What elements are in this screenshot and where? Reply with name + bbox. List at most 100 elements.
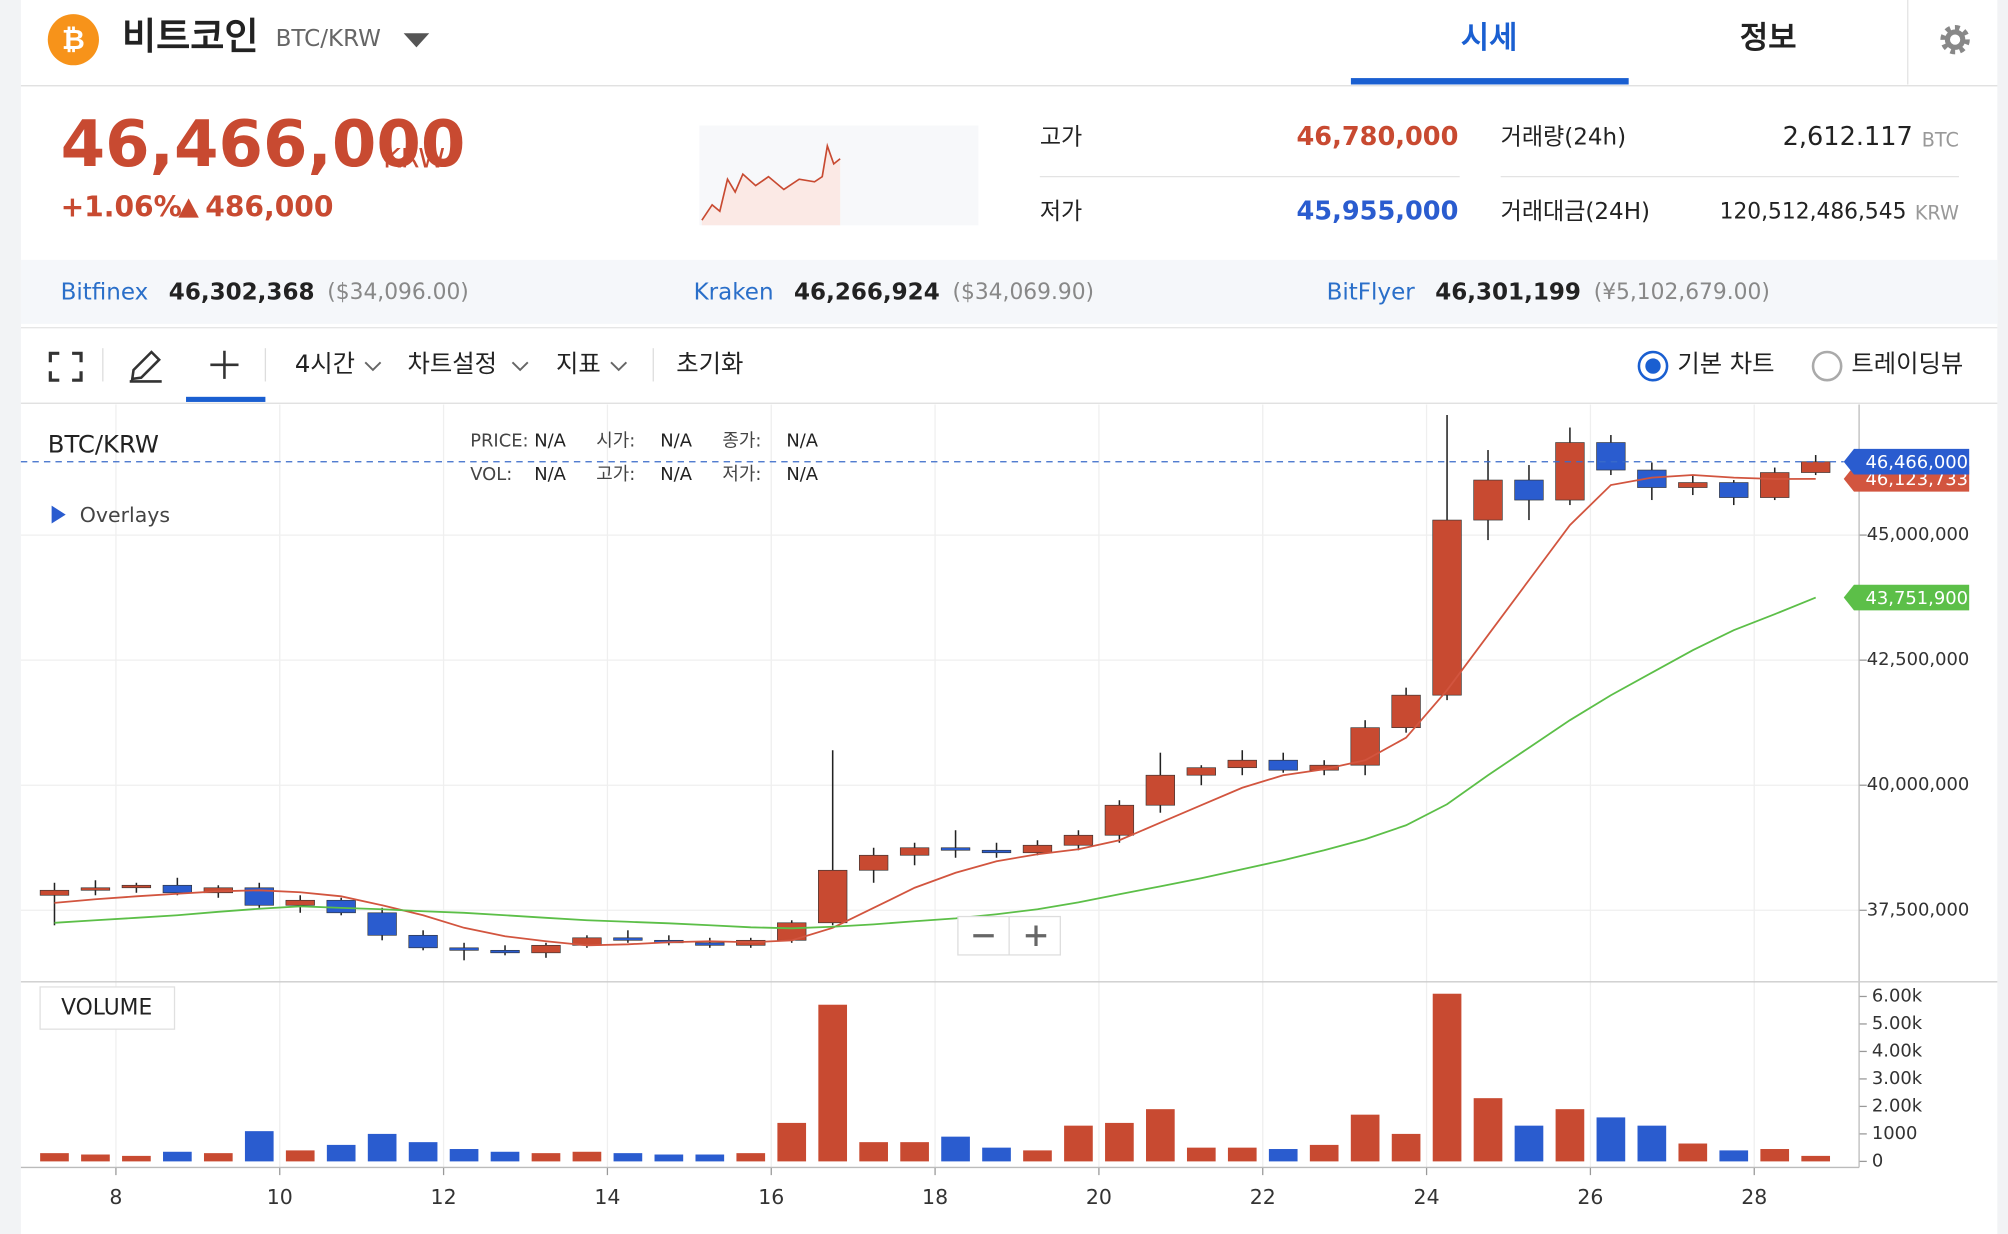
info-label: VOL:: [470, 464, 512, 485]
volume-bar: [1309, 1144, 1339, 1162]
volume-tick-label: 1000: [1872, 1123, 1918, 1144]
fullscreen-icon[interactable]: [48, 351, 83, 382]
draw-icon[interactable]: [129, 350, 162, 383]
info-value: N/A: [534, 431, 566, 452]
candle-body: [285, 899, 315, 906]
candle-body: [39, 889, 70, 896]
candle-body: [1022, 844, 1053, 854]
overlays[interactable]: Overlays: [80, 503, 170, 527]
mode[interactable]: 트레이딩뷰: [1851, 349, 1963, 378]
price-badge-label: 46,466,000: [1865, 452, 1968, 473]
volume-bar: [1719, 1150, 1749, 1162]
x-tick-label: 10: [267, 1185, 293, 1209]
stat-value: 2,612.117: [1783, 122, 1913, 152]
info-value: N/A: [660, 464, 692, 485]
radio-on[interactable]: [1637, 350, 1669, 382]
coin-pair: BTC/KRW: [276, 26, 382, 52]
symbol: BTC/KRW: [48, 429, 159, 458]
volume-bar: [1064, 1125, 1093, 1162]
volume-bar: [1473, 1098, 1503, 1162]
volume-bar: [408, 1142, 438, 1162]
candle-body: [408, 934, 438, 949]
volume-bar: [490, 1151, 520, 1162]
volume-bar: [1637, 1125, 1667, 1162]
stat-label: 거래대금(24H): [1501, 199, 1650, 225]
volume-bar: [1432, 993, 1462, 1162]
candle-body: [367, 912, 397, 936]
info-value: N/A: [660, 431, 692, 452]
candle-body: [1473, 479, 1503, 521]
x-tick-label: 12: [431, 1185, 457, 1209]
up-arrow: [178, 198, 199, 218]
x-tick-label: 24: [1414, 1185, 1440, 1209]
candle-body: [1801, 461, 1831, 473]
volume-title: VOLUME: [61, 996, 152, 1021]
indicators[interactable]: 지표: [556, 349, 601, 378]
volume-tick-label: 3.00k: [1872, 1068, 1923, 1089]
sparkline-area: [701, 145, 841, 226]
volume-tick-label: 0: [1872, 1150, 1883, 1171]
volume-bar: [81, 1154, 110, 1162]
y-tick-label: 42,500,000: [1867, 649, 1970, 670]
candle-body: [121, 884, 152, 889]
exchange-foreign: ($34,069.90): [953, 280, 1095, 305]
x-tick-label: 20: [1086, 1185, 1112, 1209]
info-label: 종가:: [722, 431, 761, 452]
dropdown[interactable]: [403, 33, 430, 48]
x-tick-label: 26: [1577, 1185, 1603, 1209]
candle-body: [326, 899, 356, 914]
y-tick-label: 37,500,000: [1867, 899, 1970, 920]
info-value: N/A: [786, 464, 818, 485]
chart-overlay: BTC/KRW Overlays VOLUME PRICE: N/A 시가: N/A 종…: [39, 429, 1061, 1030]
chart: 8 10 12 14 16 18 20 22 24 26 28 37,500,000 40,000,00…: [20, 404, 1998, 1209]
volume-bar: [1596, 1117, 1626, 1162]
settings-icon[interactable]: [1940, 24, 1970, 55]
volume-bar: [1760, 1149, 1790, 1162]
tab-underline: [1350, 78, 1629, 85]
volume-bar: [859, 1142, 888, 1162]
change-amount: 486,000: [205, 191, 333, 224]
volume-tick-label: 4.00k: [1872, 1040, 1923, 1061]
stat-unit: BTC: [1922, 128, 1959, 151]
candle-body: [613, 937, 643, 941]
tab[interactable]: 시세: [1461, 20, 1518, 56]
tab[interactable]: 정보: [1740, 20, 1797, 56]
exchange-foreign: (¥5,102,679.00): [1594, 280, 1770, 305]
exchange-name: Kraken: [694, 280, 774, 306]
candle-body: [1555, 442, 1585, 501]
reset[interactable]: 초기화: [676, 349, 743, 378]
volume-bar: [285, 1150, 315, 1162]
interval[interactable]: 4시간: [295, 349, 355, 378]
change: +1.06%: [61, 191, 182, 224]
chart-settings[interactable]: 차트설정: [407, 349, 496, 378]
volume-bar: [244, 1131, 274, 1162]
radio-off[interactable]: [1811, 350, 1843, 382]
candle-body: [818, 869, 848, 924]
mode[interactable]: 기본 차트: [1677, 349, 1774, 378]
exchange-name: Bitfinex: [61, 280, 149, 306]
candle-body: [1678, 482, 1708, 488]
exchange-price: 46,266,924: [794, 280, 940, 306]
panel: [20, 0, 1998, 1234]
zoom-in[interactable]: [1025, 925, 1047, 946]
x-tick-label: 16: [758, 1185, 784, 1209]
expand-icon[interactable]: [51, 505, 66, 524]
stat-label: 거래량(24h): [1501, 125, 1626, 151]
radio-dot: [1645, 358, 1661, 374]
y-tick-label: 40,000,000: [1867, 774, 1970, 795]
sparkline: [701, 142, 841, 221]
exchange-name: BitFlyer: [1327, 280, 1416, 306]
candle-body: [1227, 759, 1257, 769]
volume-bar: [736, 1153, 766, 1162]
exchange-price: 46,301,199: [1435, 280, 1581, 306]
candle-body: [1186, 767, 1216, 776]
info-label: PRICE:: [470, 431, 528, 452]
volume-bar: [1391, 1133, 1421, 1162]
crosshair-icon[interactable]: [210, 350, 239, 379]
volume-bar: [1678, 1143, 1708, 1162]
volume-bar: [40, 1153, 69, 1162]
candle-body: [858, 854, 889, 871]
volume-bar: [531, 1153, 561, 1162]
